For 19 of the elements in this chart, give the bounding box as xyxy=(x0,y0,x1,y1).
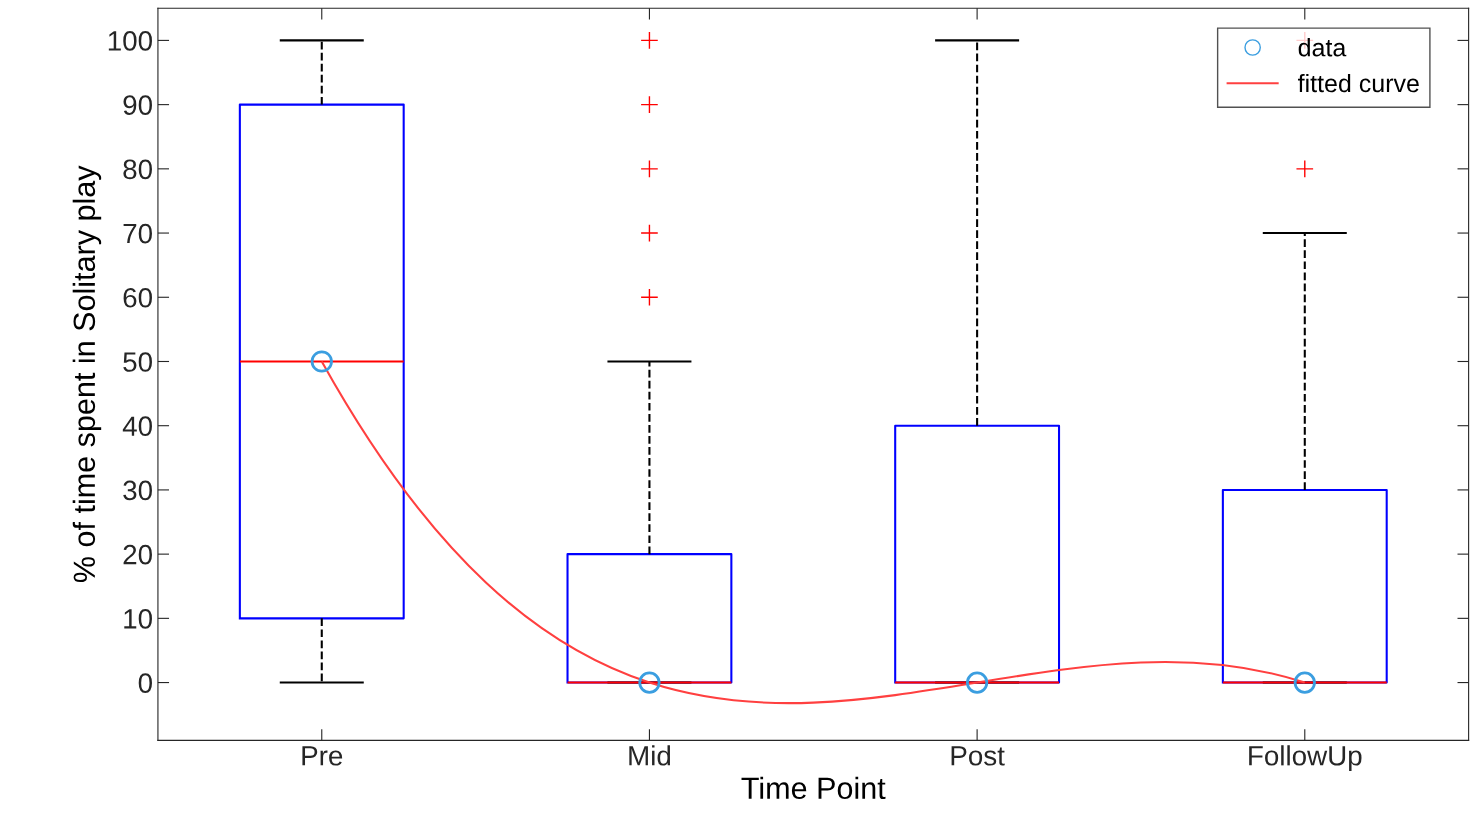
legend-label: data xyxy=(1298,38,1347,57)
y-tick-label: 50 xyxy=(123,352,152,372)
x-tick-label: Post xyxy=(951,746,1005,766)
y-tick-label: 80 xyxy=(123,159,152,180)
y-tick-label: 0 xyxy=(138,673,152,693)
y-tick-label: 60 xyxy=(123,287,152,308)
y-tick-label: 100 xyxy=(108,31,152,51)
y-axis-title: % of time spent in Solitary play xyxy=(72,165,102,583)
y-tick-label: 10 xyxy=(124,609,152,629)
y-tick-label: 40 xyxy=(122,416,152,437)
y-tick-label: 20 xyxy=(123,544,152,565)
x-tick-label: FollowUp xyxy=(1249,745,1362,772)
y-tick-label: 30 xyxy=(123,480,152,501)
x-tick-label: Mid xyxy=(629,745,671,766)
legend-label: fitted curve xyxy=(1297,73,1419,93)
x-axis-title: Time Point xyxy=(741,776,886,800)
x-tick-label: Pre xyxy=(302,746,343,766)
y-tick-label: 90 xyxy=(123,95,152,115)
y-tick-label: 70 xyxy=(123,223,152,244)
